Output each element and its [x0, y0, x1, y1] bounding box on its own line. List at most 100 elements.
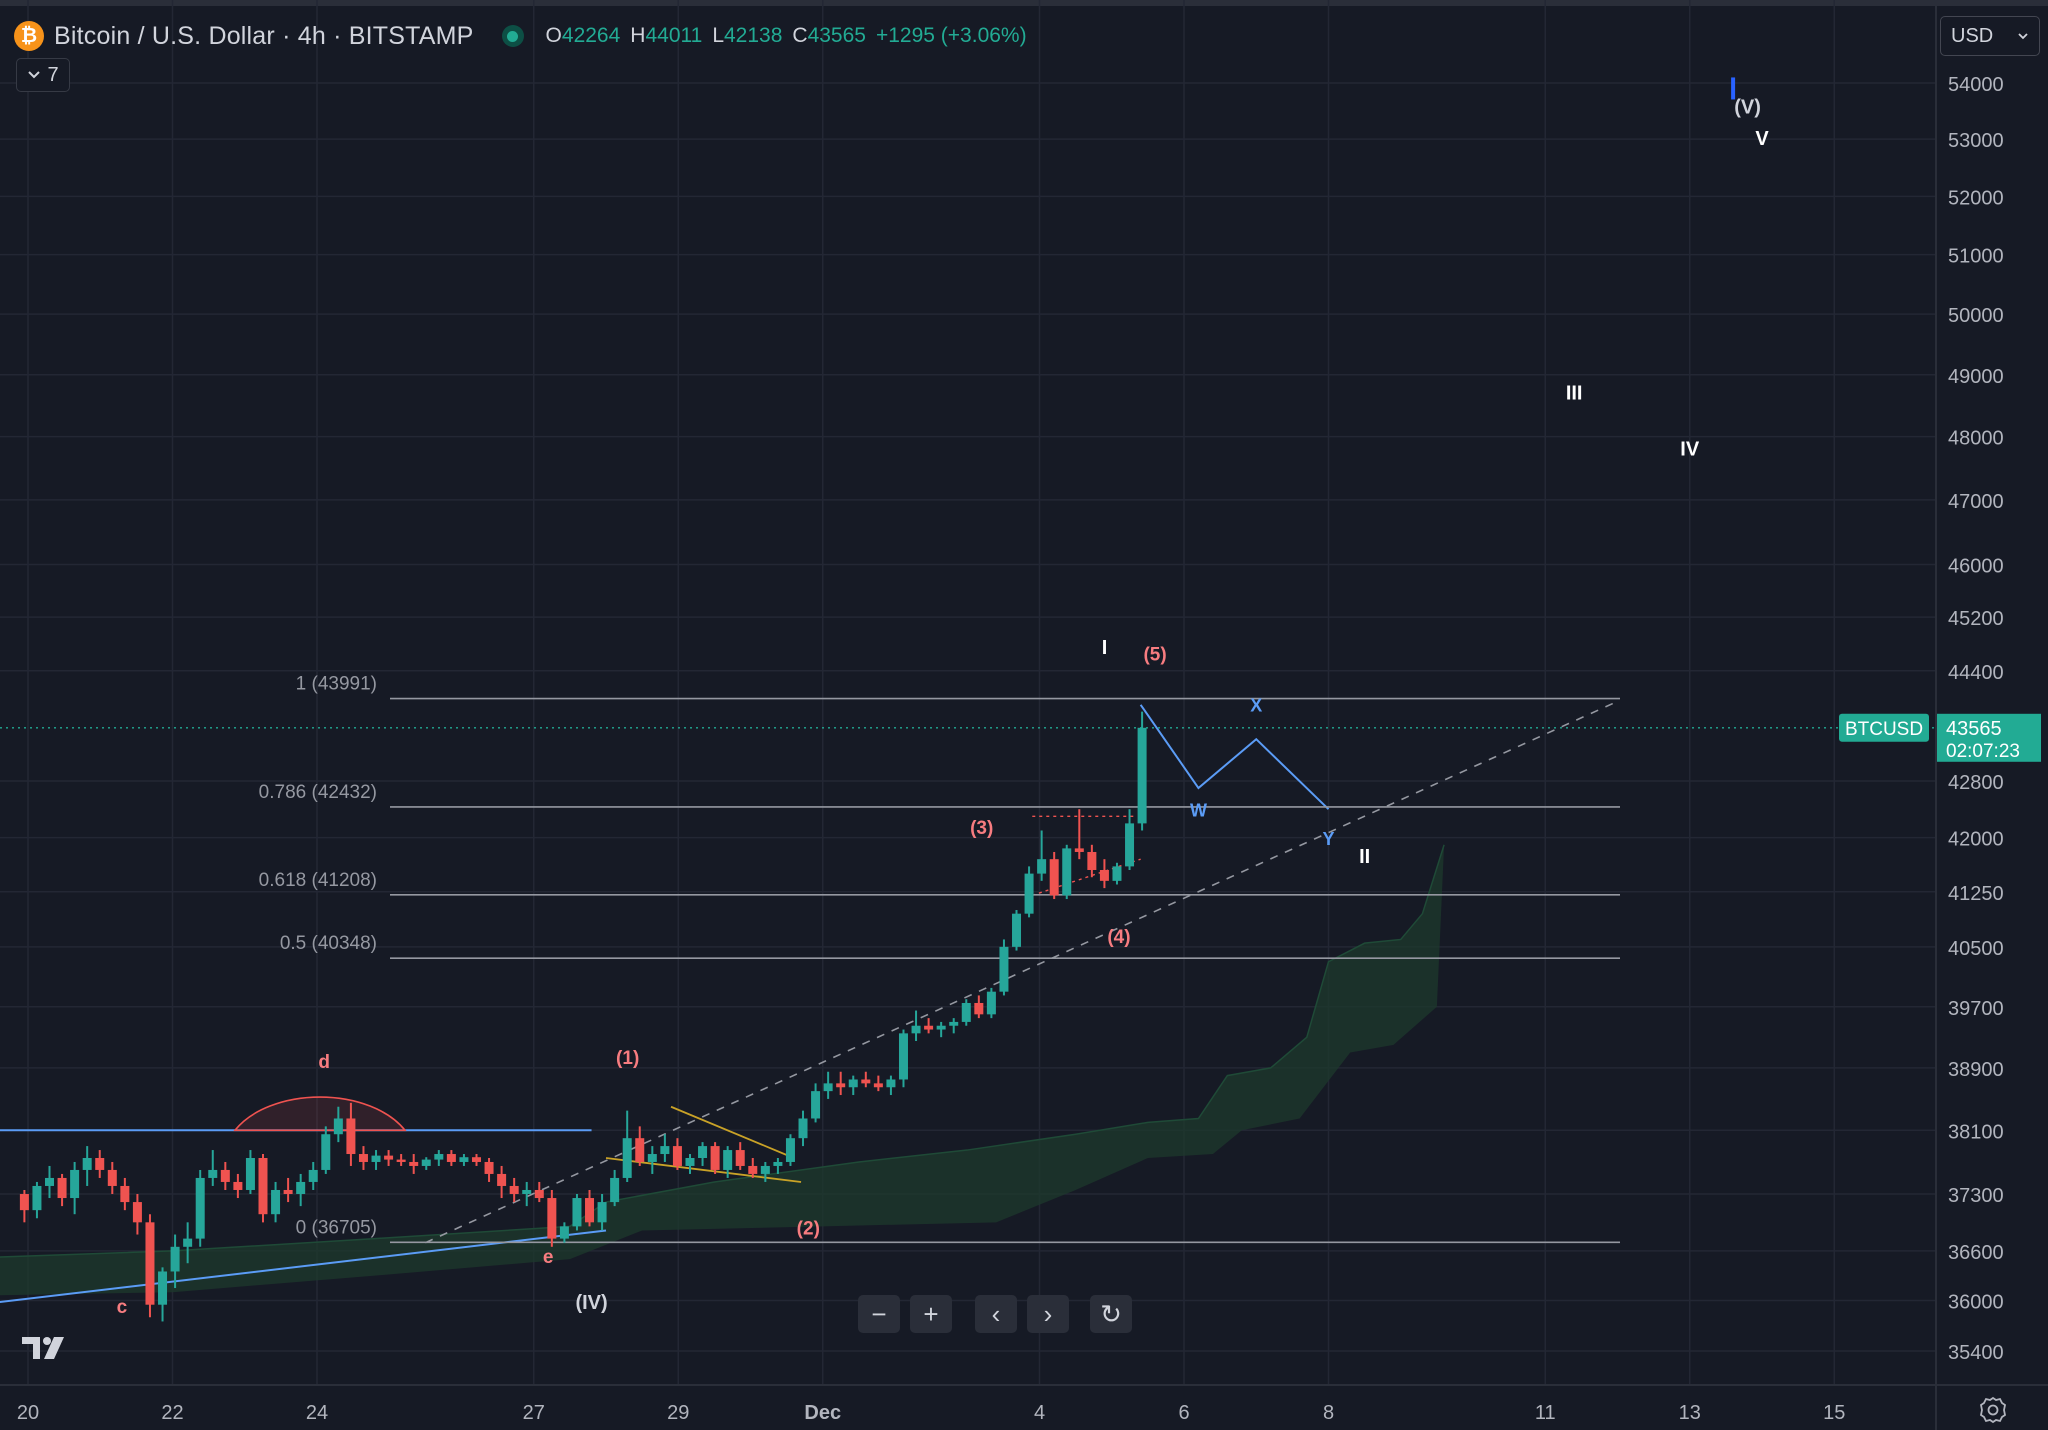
bitcoin-icon: ₿: [14, 21, 44, 51]
wave-label-red: (3): [970, 818, 993, 839]
ohlc-values: O42264 H44011 L42138 C43565 +1295 (+3.06…: [546, 24, 1027, 48]
candle-body: [610, 1177, 620, 1203]
currency-select[interactable]: USD: [1940, 16, 2040, 56]
candle-body: [911, 1025, 921, 1034]
scroll-controls: ‹ ›: [975, 1295, 1069, 1333]
candle-body: [698, 1146, 708, 1158]
y-tick-label: 51000: [1948, 246, 2004, 268]
y-tick-label: 41250: [1948, 883, 2004, 905]
x-tick-label: Dec: [804, 1402, 841, 1424]
x-tick-label: 22: [161, 1402, 183, 1424]
candle-body: [308, 1169, 318, 1182]
y-tick-label: 36600: [1948, 1242, 2004, 1264]
tradingview-logo-icon: [22, 1337, 64, 1359]
y-tick-label: 48000: [1948, 428, 2004, 450]
candle-body: [622, 1138, 632, 1178]
candle-body: [346, 1118, 356, 1155]
candle-body: [723, 1150, 733, 1170]
candle-body: [672, 1146, 682, 1166]
candle-body: [183, 1238, 193, 1247]
x-tick-label: 11: [1535, 1402, 1556, 1424]
high-value: 44011: [645, 24, 703, 47]
candle-body: [936, 1025, 946, 1030]
candle-body: [585, 1198, 595, 1223]
candle-body: [1049, 859, 1059, 896]
candle-body: [1037, 859, 1047, 874]
candle-body: [484, 1161, 494, 1174]
candle-body: [974, 1002, 984, 1015]
y-tick-label: 50000: [1948, 305, 2004, 327]
candle-body: [836, 1083, 846, 1088]
candle-body: [321, 1134, 331, 1170]
candle-body: [949, 1021, 959, 1026]
wave-label-white: III: [1566, 382, 1583, 404]
market-open-icon: [501, 25, 524, 47]
candle-body: [195, 1177, 205, 1239]
y-tick-label: 53000: [1948, 130, 2004, 152]
scroll-left-button[interactable]: ‹: [975, 1295, 1017, 1333]
candle-body: [82, 1157, 92, 1170]
wave-label-red: d: [318, 1052, 330, 1073]
candle-body: [158, 1271, 168, 1305]
wave-label-white: I: [1102, 637, 1108, 659]
y-tick-label: 45200: [1948, 608, 2004, 630]
y-tick-label: 38100: [1948, 1121, 2004, 1143]
candle-body: [1137, 727, 1147, 824]
candle-body: [107, 1169, 117, 1186]
candle-body: [57, 1177, 67, 1199]
candle-body: [296, 1181, 306, 1195]
close-label: C: [792, 24, 808, 47]
candle-body: [358, 1154, 368, 1162]
candle-body: [597, 1202, 607, 1223]
candle-body: [208, 1169, 218, 1178]
candle-body: [145, 1222, 155, 1305]
symbol-title[interactable]: Bitcoin / U.S. Dollar · 4h · BITSTAMP: [54, 21, 474, 50]
symbol-tag: [1839, 713, 1929, 742]
candle-body: [547, 1198, 557, 1239]
cloud-upper-edge: [0, 844, 1445, 1258]
y-tick-label: 47000: [1948, 491, 2004, 513]
ichimoku-cloud: [0, 844, 1445, 1296]
candle-body: [1012, 913, 1022, 947]
candle-body: [509, 1185, 519, 1195]
candle-body: [132, 1202, 142, 1223]
settings-gear-icon[interactable]: [1978, 1395, 2008, 1425]
candle-body: [283, 1189, 293, 1195]
wave-label-red: e: [543, 1247, 554, 1268]
zoom-out-button[interactable]: −: [858, 1295, 900, 1333]
last-price-value: 43565: [1946, 718, 2002, 740]
candle-body: [1062, 848, 1072, 896]
candle-body: [220, 1169, 230, 1182]
zoom-in-button[interactable]: +: [910, 1295, 952, 1333]
indicators-toggle-button[interactable]: 7: [16, 58, 70, 92]
candle-body: [396, 1159, 406, 1162]
cloud-area: [0, 844, 1445, 1296]
candle-body: [409, 1161, 419, 1166]
scroll-right-button[interactable]: ›: [1027, 1295, 1069, 1333]
fib-level-label: 0.786 (42432): [259, 782, 377, 803]
candle-body: [446, 1154, 456, 1162]
candle-body: [961, 1002, 971, 1022]
arc-shape: [233, 1096, 407, 1132]
open-value: 42264: [561, 24, 621, 47]
candle-body: [1099, 869, 1109, 881]
candle-body: [333, 1118, 343, 1135]
x-tick-label: 29: [667, 1402, 689, 1424]
wedge-lower-line: [1032, 858, 1141, 897]
candlestick-series: [19, 711, 1147, 1322]
last-price-tag: [1937, 713, 2041, 762]
candle-body: [873, 1083, 883, 1088]
y-tick-label: 39700: [1948, 998, 2004, 1020]
change-value: +1295 (+3.06%): [875, 24, 1027, 47]
candle-body: [233, 1181, 243, 1190]
candle-body: [1024, 873, 1034, 914]
y-tick-label: 49000: [1948, 366, 2004, 388]
y-tick-label: 42800: [1948, 772, 2004, 794]
reset-chart-button[interactable]: ↻: [1090, 1295, 1132, 1333]
candle-body: [522, 1189, 532, 1195]
candle-body: [898, 1033, 908, 1080]
candle-body: [421, 1159, 431, 1166]
candle-body: [19, 1194, 29, 1211]
